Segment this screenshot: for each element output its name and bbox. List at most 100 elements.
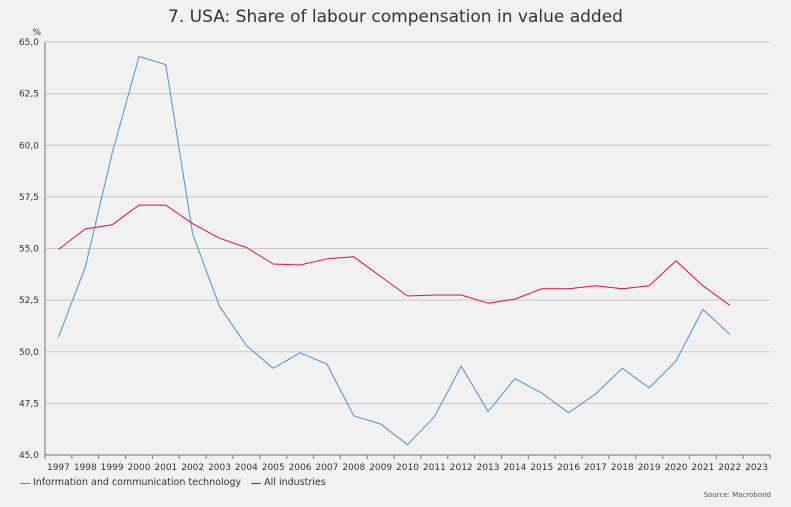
legend-item-ict: Information and communication technology bbox=[20, 477, 241, 488]
x-tick-label-15: 2012 bbox=[450, 463, 473, 473]
y-tick-label-4: 55,0 bbox=[19, 245, 39, 255]
series-0-point-15 bbox=[460, 365, 463, 368]
series-1-point-8 bbox=[272, 263, 275, 266]
y-tick-label-3: 52,5 bbox=[19, 296, 39, 306]
series-0-point-18 bbox=[540, 392, 543, 395]
series-0-point-22 bbox=[648, 386, 651, 389]
x-tick-label-21: 2018 bbox=[611, 463, 634, 473]
y-axis-label: % bbox=[32, 28, 41, 38]
legend: Information and communication technology… bbox=[20, 477, 326, 488]
series-0-point-6 bbox=[218, 305, 221, 308]
x-tick-label-10: 2007 bbox=[315, 463, 338, 473]
series-0-point-14 bbox=[433, 415, 436, 418]
x-tick-label-19: 2016 bbox=[557, 463, 580, 473]
series-0-point-8 bbox=[272, 367, 275, 370]
series-1-point-5 bbox=[191, 222, 194, 225]
series-0-point-11 bbox=[352, 414, 355, 417]
x-tick-label-0: 1997 bbox=[47, 463, 70, 473]
x-tick-label-13: 2010 bbox=[396, 463, 419, 473]
x-tick-label-20: 2017 bbox=[584, 463, 607, 473]
series-0-point-23 bbox=[675, 360, 678, 363]
y-tick-label-0: 45,0 bbox=[19, 451, 39, 461]
series-1-point-14 bbox=[433, 294, 436, 297]
series-0-point-1 bbox=[84, 266, 87, 269]
series-1-point-6 bbox=[218, 237, 221, 240]
x-tick-label-16: 2013 bbox=[477, 463, 500, 473]
x-tick-label-4: 2001 bbox=[154, 463, 177, 473]
legend-swatch-all-industries bbox=[251, 482, 262, 484]
series-0-point-7 bbox=[245, 344, 248, 347]
series-1-point-1 bbox=[84, 227, 87, 230]
x-tick-label-25: 2022 bbox=[718, 463, 741, 473]
source-note: Source: Macrobond bbox=[703, 491, 771, 499]
series-1-point-19 bbox=[567, 287, 570, 290]
series-0-point-20 bbox=[594, 393, 597, 396]
series-1-point-25 bbox=[728, 304, 731, 307]
x-tick-label-1: 1998 bbox=[74, 463, 97, 473]
x-tick-label-3: 2000 bbox=[128, 463, 151, 473]
x-tick-label-8: 2005 bbox=[262, 463, 285, 473]
series-0-point-13 bbox=[406, 443, 409, 446]
x-tick-label-11: 2008 bbox=[342, 463, 365, 473]
series-0-point-9 bbox=[299, 351, 302, 354]
series-0-point-12 bbox=[379, 423, 382, 426]
series-1-point-7 bbox=[245, 246, 248, 249]
series-1-point-21 bbox=[621, 287, 624, 290]
x-tick-label-26: 2023 bbox=[745, 463, 768, 473]
series-0-point-25 bbox=[728, 333, 731, 336]
series-1-point-4 bbox=[164, 204, 167, 207]
y-tick-label-6: 60,0 bbox=[19, 141, 39, 151]
x-tick-label-6: 2003 bbox=[208, 463, 231, 473]
series-line-1 bbox=[58, 204, 730, 306]
series-0-point-2 bbox=[111, 152, 114, 155]
series-1-point-11 bbox=[352, 255, 355, 258]
series-0-point-10 bbox=[325, 363, 328, 366]
series-1-point-13 bbox=[406, 295, 409, 298]
legend-item-all-industries: All industries bbox=[251, 477, 326, 488]
series-1-point-12 bbox=[379, 275, 382, 278]
series-1-point-22 bbox=[648, 284, 651, 287]
series-1-point-3 bbox=[138, 204, 141, 207]
x-tick-label-23: 2020 bbox=[665, 463, 688, 473]
series-0-point-0 bbox=[57, 336, 60, 339]
series-1-point-23 bbox=[675, 259, 678, 262]
y-tick-label-5: 57,5 bbox=[19, 193, 39, 203]
series-1-point-20 bbox=[594, 284, 597, 287]
series-0-point-17 bbox=[513, 377, 516, 380]
x-tick-label-12: 2009 bbox=[369, 463, 392, 473]
x-tick-label-7: 2004 bbox=[235, 463, 258, 473]
x-tick-label-14: 2011 bbox=[423, 463, 446, 473]
series-0-point-24 bbox=[701, 308, 704, 311]
x-tick-label-18: 2015 bbox=[530, 463, 553, 473]
x-tick-label-22: 2019 bbox=[638, 463, 661, 473]
series-1-point-0 bbox=[57, 248, 60, 251]
series-0-point-19 bbox=[567, 411, 570, 414]
series-1-point-2 bbox=[111, 223, 114, 226]
series-1-point-24 bbox=[701, 284, 704, 287]
x-tick-label-9: 2006 bbox=[289, 463, 312, 473]
legend-label-all-industries: All industries bbox=[264, 477, 326, 488]
chart-title: 7. USA: Share of labour compensation in … bbox=[168, 7, 623, 27]
x-tick-label-2: 1999 bbox=[101, 463, 124, 473]
x-tick-label-5: 2002 bbox=[181, 463, 204, 473]
legend-swatch-ict bbox=[20, 482, 30, 484]
y-tick-label-1: 47,5 bbox=[19, 399, 39, 409]
x-tick-label-24: 2021 bbox=[691, 463, 714, 473]
y-tick-label-2: 50,0 bbox=[19, 348, 39, 358]
series-1-point-10 bbox=[325, 257, 328, 260]
y-tick-label-7: 62,5 bbox=[19, 90, 39, 100]
series-0-point-5 bbox=[191, 233, 194, 236]
x-tick-label-17: 2014 bbox=[503, 463, 526, 473]
legend-label-ict: Information and communication technology bbox=[33, 477, 242, 488]
series-0-point-4 bbox=[164, 63, 167, 66]
series-line-0 bbox=[57, 56, 731, 446]
series-1-point-16 bbox=[487, 302, 490, 305]
series-1-point-15 bbox=[460, 294, 463, 297]
series-1-point-18 bbox=[540, 287, 543, 290]
series-0-point-3 bbox=[138, 55, 141, 58]
y-tick-label-8: 65,0 bbox=[19, 38, 39, 48]
series-0-point-21 bbox=[621, 367, 624, 370]
series-0-point-16 bbox=[487, 410, 490, 413]
